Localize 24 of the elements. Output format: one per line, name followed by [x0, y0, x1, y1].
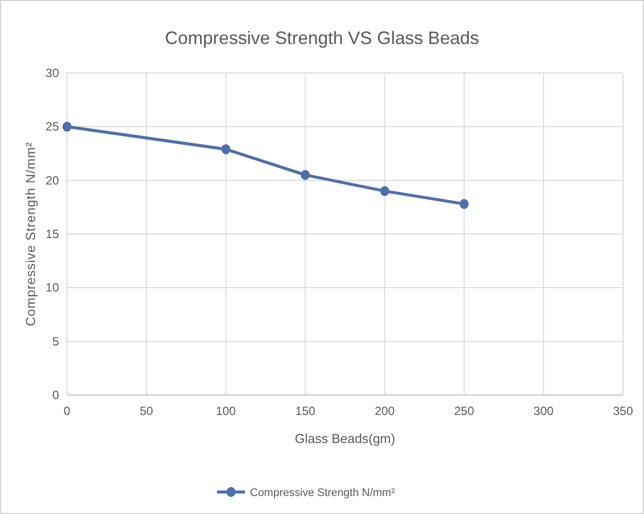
- x-tick-label: 250: [454, 404, 474, 418]
- x-tick-label: 150: [295, 404, 316, 418]
- y-tick-label: 20: [46, 173, 60, 188]
- x-tick-label: 300: [534, 404, 554, 418]
- y-tick-label: 15: [46, 227, 60, 241]
- y-tick-label: 25: [46, 120, 60, 134]
- point: [62, 122, 72, 132]
- x-tick-label: 350: [612, 404, 634, 418]
- y-tick-label: 10: [46, 280, 60, 295]
- y-tick-label: 30: [46, 66, 60, 80]
- point: [380, 186, 390, 196]
- y-tick-label: 5: [52, 334, 60, 348]
- y-tick-label: 0: [52, 388, 60, 402]
- chart-title: Compressive Strength VS Glass Beads: [164, 28, 480, 48]
- x-tick-label: 0: [64, 404, 71, 418]
- point: [460, 198, 469, 209]
- point: [221, 144, 230, 154]
- point: [300, 170, 310, 180]
- x-tick-label: 50: [140, 404, 154, 418]
- y-axis-title: Compressive Strength N/mm²: [23, 142, 38, 326]
- x-tick-label: 100: [216, 404, 236, 418]
- legend-label: Compressive Strength N/mm²: [250, 487, 396, 499]
- x-axis-title: Glass Beads(gm): [294, 431, 396, 446]
- x-tick-label: 200: [374, 404, 396, 418]
